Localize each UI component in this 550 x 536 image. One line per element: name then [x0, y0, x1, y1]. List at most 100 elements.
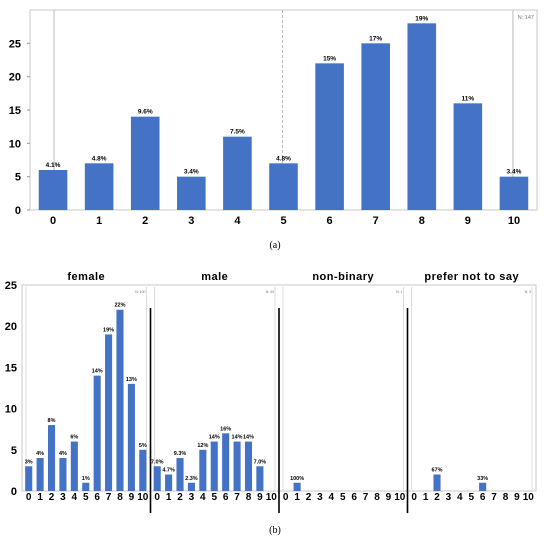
- x-tick-label: 9: [386, 492, 392, 503]
- n-label: N: 147: [518, 15, 534, 21]
- x-tick-label: 0: [411, 492, 417, 503]
- x-tick-label: 5: [340, 492, 346, 503]
- data-label: 8%: [48, 418, 56, 424]
- data-label: 7.0%: [254, 459, 267, 465]
- data-label: 4%: [36, 451, 44, 457]
- x-tick-label: 6: [327, 215, 333, 227]
- x-tick-label: 7: [491, 492, 497, 503]
- x-tick-label: 5: [211, 492, 217, 503]
- data-label: 7.5%: [230, 129, 245, 136]
- data-label: 4.1%: [46, 162, 61, 169]
- data-label: 33%: [477, 476, 488, 482]
- x-tick-label: 9: [257, 492, 263, 503]
- y-tick-label: 0: [11, 486, 17, 498]
- data-label: 11%: [462, 95, 475, 102]
- x-tick-label: 5: [468, 492, 474, 503]
- y-tick-label: 20: [5, 321, 17, 333]
- data-label: 100%: [290, 476, 304, 482]
- bar-0: [25, 466, 33, 491]
- x-tick-label: 4: [234, 215, 241, 227]
- x-tick-label: 0: [154, 492, 160, 503]
- x-tick-label: 7: [106, 492, 112, 503]
- x-tick-label: 1: [423, 492, 429, 503]
- x-tick-label: 10: [266, 492, 278, 503]
- bar-0: [38, 170, 68, 210]
- caption-a: (a): [269, 240, 280, 251]
- data-label: 19%: [415, 15, 428, 22]
- x-tick-label: 4: [72, 492, 78, 503]
- x-tick-label: 7: [234, 492, 240, 503]
- bar-9: [256, 466, 264, 491]
- caption-b: (b): [269, 525, 281, 536]
- y-tick-label: 5: [15, 172, 21, 184]
- x-tick-label: 0: [26, 492, 32, 503]
- data-label: 14%: [92, 369, 103, 375]
- bar-6: [93, 375, 101, 491]
- y-tick-label: 20: [9, 72, 21, 84]
- x-tick-label: 7: [363, 492, 369, 503]
- x-tick-label: 2: [177, 492, 183, 503]
- x-tick-label: 1: [166, 492, 172, 503]
- bar-0: [153, 466, 161, 491]
- bar-4: [199, 449, 207, 491]
- x-tick-label: 9: [514, 492, 520, 503]
- x-tick-label: 2: [49, 492, 55, 503]
- data-label: 9.3%: [174, 451, 187, 457]
- bar-7: [233, 441, 241, 491]
- n-label: N: 3: [525, 290, 531, 294]
- bar-1: [36, 458, 44, 491]
- x-tick-label: 8: [246, 492, 252, 503]
- bar-9: [127, 383, 135, 491]
- data-label: 4.8%: [92, 155, 107, 162]
- bar-1: [293, 482, 301, 491]
- x-tick-label: 3: [60, 492, 66, 503]
- x-tick-label: 2: [142, 215, 148, 227]
- x-tick-label: 1: [37, 492, 43, 503]
- bar-6: [479, 482, 487, 491]
- bar-10: [499, 176, 529, 210]
- data-label: 3.4%: [507, 169, 522, 176]
- x-tick-label: 1: [294, 492, 300, 503]
- panel-title: male: [201, 271, 228, 283]
- data-label: 16%: [220, 426, 231, 432]
- x-tick-label: 4: [329, 492, 335, 503]
- data-label: 6%: [70, 435, 78, 441]
- x-tick-label: 8: [117, 492, 123, 503]
- data-label: 4.7%: [162, 468, 175, 474]
- y-tick-label: 15: [5, 362, 17, 374]
- bar-8: [244, 441, 253, 491]
- x-tick-label: 6: [94, 492, 100, 503]
- data-label: 2.3%: [185, 476, 198, 482]
- data-label: 19%: [103, 327, 114, 333]
- x-tick-label: 1: [96, 215, 102, 227]
- x-tick-label: 3: [189, 492, 195, 503]
- y-tick-label: 15: [9, 105, 21, 117]
- panel-female: female N: 100 3% 0 4% 1 8% 2 4% 3 6% 4 1% 5 14% 6 19% 7 22…: [25, 271, 149, 503]
- bar-1: [84, 163, 114, 210]
- x-tick-label: 4: [457, 492, 463, 503]
- bar-6: [222, 433, 230, 491]
- y-tick-label: 10: [5, 404, 17, 416]
- bar-3: [59, 458, 67, 491]
- x-tick-label: 0: [50, 215, 56, 227]
- bar-4: [223, 136, 252, 210]
- bar-7: [361, 43, 390, 211]
- bar-2: [130, 116, 160, 210]
- bar-10: [139, 449, 147, 491]
- data-label: 14%: [243, 435, 254, 441]
- x-tick-label: 8: [374, 492, 380, 503]
- y-tick-label: 5: [11, 445, 17, 457]
- data-label: 3%: [25, 459, 33, 465]
- x-tick-label: 5: [280, 215, 286, 227]
- data-label: 1%: [82, 476, 90, 482]
- bar-5: [269, 163, 298, 210]
- panel-prefer-not-to-say: prefer not to say N: 3 0 1 67% 2 3 4 5 33% 6 7 8 9 10: [406, 271, 534, 513]
- x-tick-label: 7: [373, 215, 379, 227]
- x-tick-label: 6: [351, 492, 357, 503]
- x-tick-label: 9: [465, 215, 471, 227]
- n-label: N: 43: [266, 290, 274, 294]
- panel-title: female: [67, 271, 105, 283]
- x-tick-label: 4: [200, 492, 206, 503]
- x-tick-label: 8: [503, 492, 509, 503]
- x-tick-label: 9: [129, 492, 135, 503]
